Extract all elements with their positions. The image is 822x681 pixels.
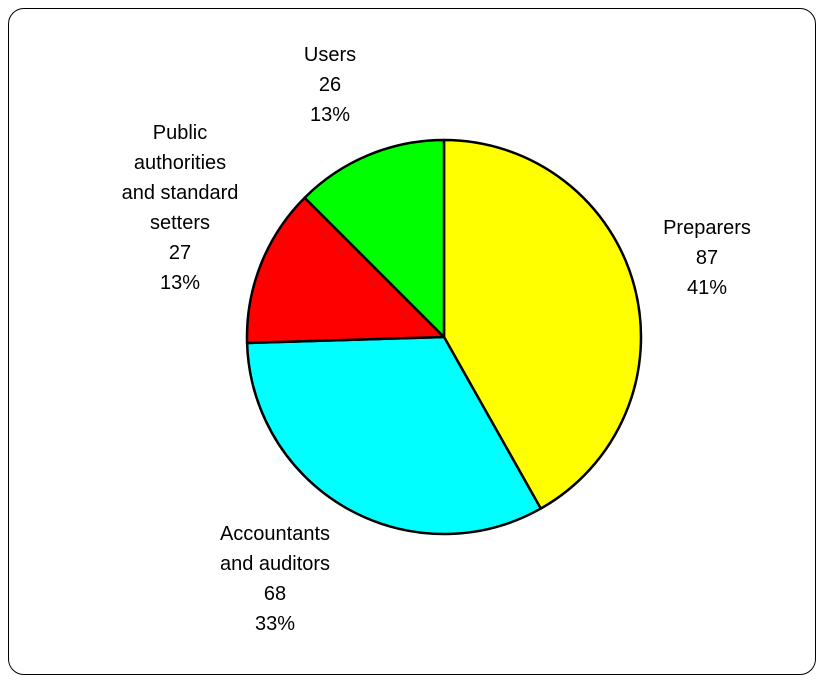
pie-slice-accountants-and-auditors [245, 335, 543, 536]
slice-name: Accountants [219, 523, 331, 545]
slice-value: 26 [318, 74, 342, 96]
pie-slice-public-authorities [245, 196, 446, 345]
slice-label-public-authorities: Public authorities and standard setters … [100, 118, 260, 298]
slice-name: setters [149, 212, 211, 234]
slice-percent: 41% [686, 277, 728, 299]
chart-frame [8, 8, 816, 675]
slice-name: Public [152, 122, 208, 144]
pie-slice-preparers [442, 138, 643, 510]
slice-percent: 13% [159, 272, 201, 294]
slice-percent: 33% [254, 613, 296, 635]
slice-value: 27 [168, 242, 192, 264]
slice-name: Users [303, 44, 357, 66]
slice-value: 68 [263, 583, 287, 605]
slice-label-accountants-and-auditors: Accountants and auditors 68 33% [190, 519, 360, 639]
slice-label-users: Users 26 13% [270, 40, 390, 130]
slice-name: authorities [133, 152, 227, 174]
slice-name: Preparers [663, 217, 751, 239]
pie-slice-users [303, 138, 446, 339]
slice-label-preparers: Preparers 87 41% [638, 213, 776, 303]
slice-percent: 13% [309, 104, 351, 126]
slice-value: 87 [695, 247, 719, 269]
slice-name: and auditors [219, 553, 331, 575]
slice-name: and standard [121, 182, 239, 204]
